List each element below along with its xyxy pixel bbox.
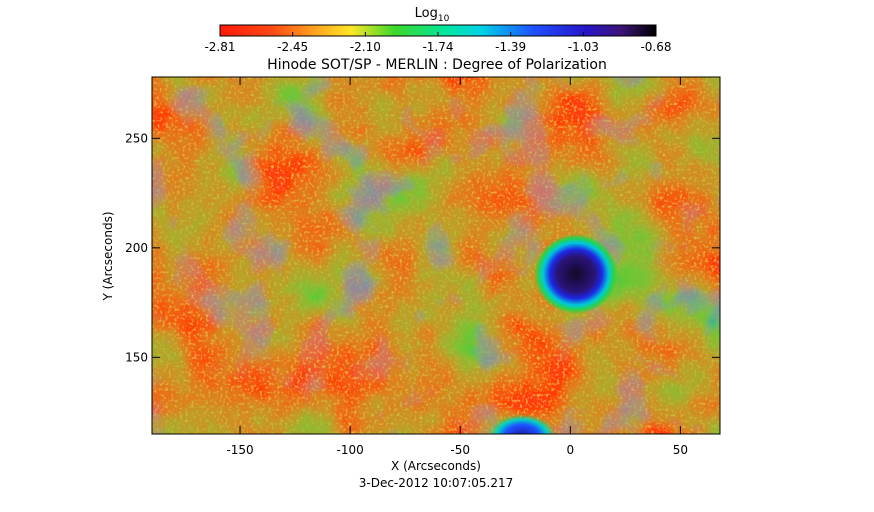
colorbar-ticks: -2.81 -2.45 -2.10 -1.74 -1.39 -1.03 -0.68 bbox=[204, 32, 672, 54]
x-tick-label: -150 bbox=[226, 443, 253, 457]
plot-frame bbox=[151, 76, 721, 435]
y-tick-label: 250 bbox=[125, 131, 148, 145]
x-tick-label: 50 bbox=[673, 443, 688, 457]
y-axis-label: Y (Arcseconds) bbox=[101, 211, 115, 301]
colorbar-title: Log10 bbox=[415, 6, 450, 24]
x-tick-label: 0 bbox=[566, 443, 574, 457]
y-tick-label: 200 bbox=[125, 241, 148, 255]
colorbar-tick-label: -2.45 bbox=[277, 40, 308, 54]
y-tick-label: 150 bbox=[125, 350, 148, 364]
axis-ticks: -150 -100 -50 0 50 150 200 250 bbox=[125, 77, 720, 457]
colorbar-tick-label: -1.39 bbox=[495, 40, 526, 54]
x-axis-label: X (Arcseconds) bbox=[391, 459, 481, 473]
colorbar-tick-label: -1.74 bbox=[422, 40, 453, 54]
colorbar-tick-label: -2.81 bbox=[204, 40, 235, 54]
colorbar-tick-label: -0.68 bbox=[640, 40, 671, 54]
x-tick-label: -50 bbox=[450, 443, 470, 457]
colorbar-tick-label: -1.03 bbox=[568, 40, 599, 54]
sunspot-feature bbox=[534, 234, 618, 314]
plot-title: Hinode SOT/SP - MERLIN : Degree of Polar… bbox=[267, 57, 607, 73]
timestamp: 3-Dec-2012 10:07:05.217 bbox=[359, 476, 513, 490]
bottom-feature bbox=[488, 414, 556, 434]
x-tick-label: -100 bbox=[337, 443, 364, 457]
heatmap bbox=[152, 77, 720, 434]
colorbar-tick-label: -2.10 bbox=[350, 40, 381, 54]
